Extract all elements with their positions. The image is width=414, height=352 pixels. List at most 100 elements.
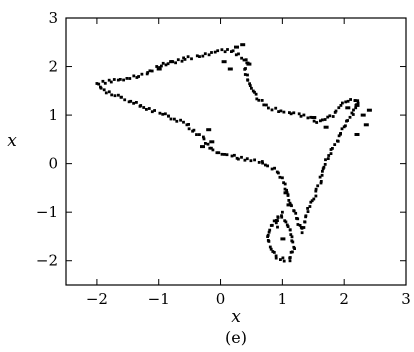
y-tick-label: 2: [48, 58, 58, 76]
data-point: [226, 48, 229, 51]
data-point: [311, 116, 317, 119]
data-point: [132, 74, 136, 78]
data-point: [285, 188, 288, 192]
data-point: [183, 58, 187, 61]
data-point: [169, 60, 175, 64]
data-point: [282, 181, 285, 185]
plot-frame: [65, 17, 407, 286]
data-point: [112, 78, 116, 81]
data-point: [324, 158, 327, 162]
data-point: [316, 184, 320, 188]
data-point: [135, 76, 139, 79]
data-point: [329, 152, 333, 155]
data-point: [326, 157, 330, 160]
data-point: [306, 207, 309, 210]
data-point: [264, 163, 267, 167]
data-point: [280, 215, 284, 219]
data-point: [217, 151, 221, 155]
data-point: [282, 259, 286, 263]
data-point: [306, 116, 310, 120]
data-point: [287, 199, 291, 202]
data-point: [288, 256, 292, 259]
data-point: [234, 53, 238, 57]
data-point: [274, 256, 278, 260]
data-point: [139, 104, 143, 107]
data-point: [360, 113, 366, 117]
data-point: [257, 98, 261, 102]
data-point: [321, 118, 324, 122]
data-point: [266, 164, 269, 168]
data-point: [209, 140, 215, 144]
data-point: [156, 67, 162, 71]
data-point: [167, 114, 170, 118]
y-tick-label: −1: [36, 203, 58, 221]
data-point: [227, 67, 233, 71]
y-axis-ticks: −2 −1 0 1 2 3: [36, 9, 406, 270]
data-point: [276, 225, 279, 229]
data-point: [331, 147, 334, 150]
data-point: [182, 56, 185, 60]
data-point: [312, 119, 316, 123]
y-tick-label: 3: [48, 9, 58, 27]
data-point: [323, 163, 327, 166]
data-point: [328, 114, 332, 118]
data-point: [180, 59, 184, 63]
data-point: [346, 119, 349, 122]
data-point: [344, 100, 348, 104]
data-point: [267, 240, 271, 243]
data-point: [160, 64, 163, 68]
data-point: [302, 113, 306, 117]
data-point: [234, 45, 239, 49]
data-point: [283, 191, 289, 195]
data-point: [353, 99, 357, 102]
data-markers: [95, 43, 372, 263]
data-point: [286, 203, 292, 207]
data-point: [322, 165, 326, 169]
data-point: [303, 220, 306, 224]
y-tick-label: −2: [36, 252, 58, 270]
data-point: [216, 49, 220, 53]
data-point: [117, 93, 120, 97]
data-point: [302, 226, 306, 229]
data-point: [290, 235, 294, 239]
data-point: [158, 111, 162, 115]
data-point: [289, 112, 293, 116]
data-point: [319, 119, 322, 123]
data-point: [142, 106, 146, 109]
data-point: [340, 127, 344, 131]
data-point: [118, 78, 122, 81]
data-point: [351, 113, 355, 116]
data-point: [268, 245, 272, 249]
data-point: [272, 251, 276, 254]
data-point: [273, 166, 276, 170]
data-point: [208, 146, 212, 150]
data-point: [207, 53, 211, 57]
data-point: [260, 99, 264, 102]
data-point: [190, 57, 193, 61]
x-tick-label: −1: [148, 290, 170, 308]
data-point: [354, 133, 360, 136]
data-point: [300, 231, 304, 235]
data-point: [113, 94, 117, 98]
data-point: [110, 93, 114, 97]
data-point: [198, 133, 201, 136]
data-point: [300, 226, 304, 230]
data-point: [339, 104, 343, 107]
data-point: [350, 111, 354, 115]
data-point: [269, 224, 273, 227]
data-point: [109, 80, 113, 84]
x-tick-label: −2: [86, 290, 108, 308]
data-point: [255, 97, 259, 101]
data-point: [346, 99, 350, 103]
data-point: [220, 48, 224, 52]
data-point: [198, 55, 201, 58]
data-point: [244, 58, 248, 62]
data-point: [363, 123, 369, 127]
data-point: [321, 167, 325, 171]
data-point: [290, 239, 294, 243]
data-point: [291, 250, 294, 254]
data-point: [145, 72, 149, 76]
data-point: [270, 108, 274, 112]
data-point: [200, 145, 205, 149]
